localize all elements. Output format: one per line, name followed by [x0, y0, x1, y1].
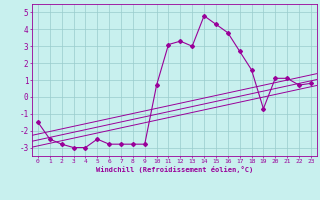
X-axis label: Windchill (Refroidissement éolien,°C): Windchill (Refroidissement éolien,°C): [96, 166, 253, 173]
